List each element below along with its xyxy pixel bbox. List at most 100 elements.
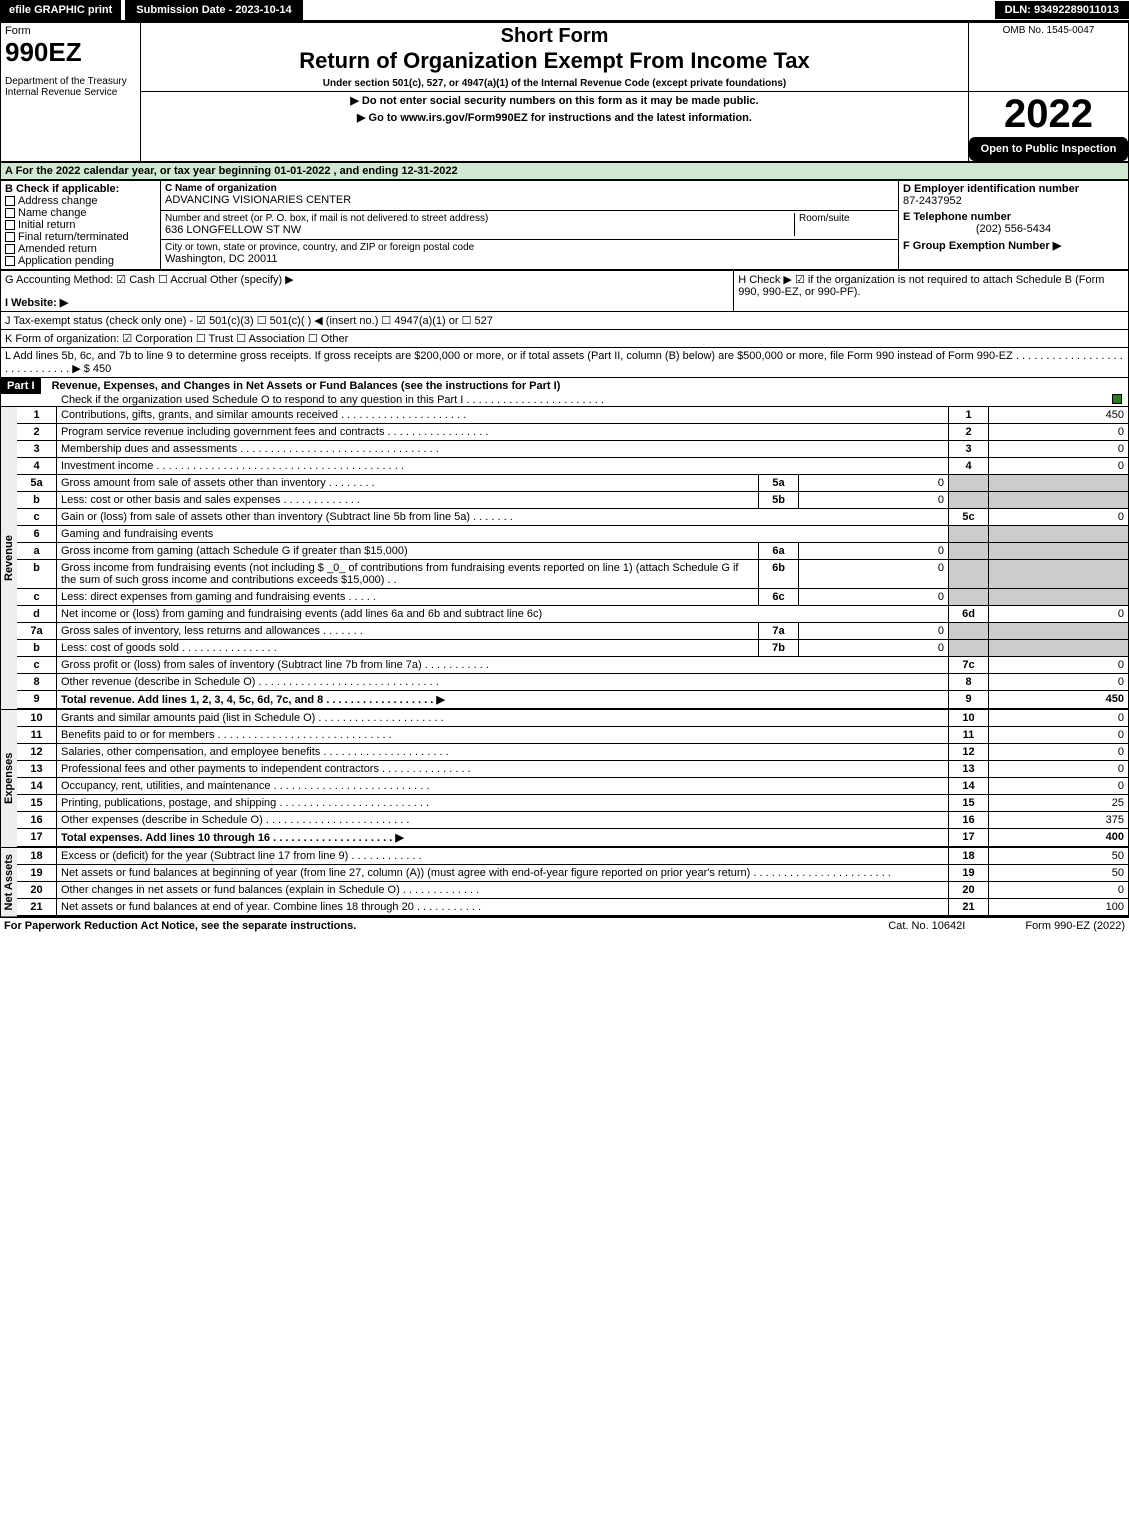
- line-number: 8: [17, 674, 57, 690]
- grey-numcol: [948, 475, 988, 491]
- goto-link[interactable]: ▶ Go to www.irs.gov/Form990EZ for instru…: [145, 111, 964, 124]
- part1-schedule-o-checkbox[interactable]: [1112, 394, 1122, 404]
- line-row-4: 4Investment income . . . . . . . . . . .…: [17, 458, 1128, 475]
- grey-numcol: [948, 623, 988, 639]
- line-row-c: cLess: direct expenses from gaming and f…: [17, 589, 1128, 606]
- line-number: 11: [17, 727, 57, 743]
- line-number: b: [17, 560, 57, 588]
- line-number: 20: [17, 882, 57, 898]
- line-row-2: 2Program service revenue including gover…: [17, 424, 1128, 441]
- line-desc: Investment income . . . . . . . . . . . …: [57, 458, 948, 474]
- result-value: 0: [988, 424, 1128, 440]
- result-value: 0: [988, 606, 1128, 622]
- line-desc: Gross income from fundraising events (no…: [57, 560, 758, 588]
- line-desc: Gross sales of inventory, less returns a…: [57, 623, 758, 639]
- header-mid-cell: Short Form Return of Organization Exempt…: [141, 23, 969, 92]
- check-initial-return[interactable]: Initial return: [5, 219, 156, 231]
- line-row-6: 6Gaming and fundraising events: [17, 526, 1128, 543]
- form-word: Form: [5, 25, 136, 37]
- line-row-5a: 5aGross amount from sale of assets other…: [17, 475, 1128, 492]
- org-name: ADVANCING VISIONARIES CENTER: [165, 194, 894, 206]
- line-desc: Program service revenue including govern…: [57, 424, 948, 440]
- result-col-number: 14: [948, 778, 988, 794]
- line-number: 12: [17, 744, 57, 760]
- line-desc: Less: direct expenses from gaming and fu…: [57, 589, 758, 605]
- line-row-18: 18Excess or (deficit) for the year (Subt…: [17, 848, 1128, 865]
- line-row-c: cGross profit or (loss) from sales of in…: [17, 657, 1128, 674]
- check-amended-return[interactable]: Amended return: [5, 243, 156, 255]
- grey-valcol: [988, 543, 1128, 559]
- line-desc: Gaming and fundraising events: [57, 526, 948, 542]
- room-label: Room/suite: [799, 213, 894, 224]
- line-number: 6: [17, 526, 57, 542]
- result-value: 25: [988, 795, 1128, 811]
- box-b-title: B Check if applicable:: [5, 183, 156, 195]
- result-col-number: 17: [948, 829, 988, 846]
- line-row-b: bLess: cost or other basis and sales exp…: [17, 492, 1128, 509]
- grey-numcol: [948, 640, 988, 656]
- subline-value: 0: [798, 589, 948, 605]
- line-desc: Salaries, other compensation, and employ…: [57, 744, 948, 760]
- subline-value: 0: [798, 560, 948, 588]
- line-number: 15: [17, 795, 57, 811]
- line-number: a: [17, 543, 57, 559]
- line-desc: Net assets or fund balances at beginning…: [57, 865, 948, 881]
- line-desc: Total revenue. Add lines 1, 2, 3, 4, 5c,…: [57, 691, 948, 708]
- footer-left: For Paperwork Reduction Act Notice, see …: [4, 920, 356, 932]
- expenses-side-label: Expenses: [1, 710, 17, 847]
- grey-numcol: [948, 492, 988, 508]
- line-desc: Less: cost of goods sold . . . . . . . .…: [57, 640, 758, 656]
- result-value: 0: [988, 674, 1128, 690]
- line-desc: Contributions, gifts, grants, and simila…: [57, 407, 948, 423]
- city-value: Washington, DC 20011: [165, 253, 894, 265]
- subline-number: 6b: [758, 560, 798, 588]
- line-g-cell: G Accounting Method: ☑ Cash ☐ Accrual Ot…: [1, 271, 734, 312]
- line-number: b: [17, 640, 57, 656]
- open-to-public-badge: Open to Public Inspection: [969, 137, 1128, 161]
- line-row-9: 9Total revenue. Add lines 1, 2, 3, 4, 5c…: [17, 691, 1128, 709]
- box-def-cell: D Employer identification number 87-2437…: [899, 181, 1129, 270]
- line-row-20: 20Other changes in net assets or fund ba…: [17, 882, 1128, 899]
- result-value: 0: [988, 727, 1128, 743]
- line-desc: Membership dues and assessments . . . . …: [57, 441, 948, 457]
- result-col-number: 10: [948, 710, 988, 726]
- subline-value: 0: [798, 640, 948, 656]
- form-number: 990EZ: [5, 37, 136, 68]
- subline-value: 0: [798, 475, 948, 491]
- line-number: 21: [17, 899, 57, 915]
- check-name-change[interactable]: Name change: [5, 207, 156, 219]
- line-row-13: 13Professional fees and other payments t…: [17, 761, 1128, 778]
- line-number: 13: [17, 761, 57, 777]
- lines-ghij-table: G Accounting Method: ☑ Cash ☐ Accrual Ot…: [0, 270, 1129, 378]
- opt-application-pending: Application pending: [18, 255, 114, 267]
- check-final-return[interactable]: Final return/terminated: [5, 231, 156, 243]
- omb-cell: OMB No. 1545-0047: [969, 23, 1129, 92]
- box-c-name-cell: C Name of organization ADVANCING VISIONA…: [161, 181, 899, 211]
- result-col-number: 12: [948, 744, 988, 760]
- efile-print-button[interactable]: efile GRAPHIC print: [0, 0, 121, 20]
- line-row-12: 12Salaries, other compensation, and empl…: [17, 744, 1128, 761]
- line-desc: Other revenue (describe in Schedule O) .…: [57, 674, 948, 690]
- subline-value: 0: [798, 543, 948, 559]
- check-address-change[interactable]: Address change: [5, 195, 156, 207]
- top-bar: efile GRAPHIC print Submission Date - 20…: [0, 0, 1129, 22]
- footer-row: For Paperwork Reduction Act Notice, see …: [0, 917, 1129, 934]
- revenue-side-label: Revenue: [1, 407, 17, 709]
- line-row-8: 8Other revenue (describe in Schedule O) …: [17, 674, 1128, 691]
- name-label: C Name of organization: [165, 183, 894, 194]
- line-desc: Net income or (loss) from gaming and fun…: [57, 606, 948, 622]
- opt-address-change: Address change: [18, 195, 98, 207]
- result-value: 100: [988, 899, 1128, 915]
- result-col-number: 5c: [948, 509, 988, 525]
- grey-valcol: [988, 560, 1128, 588]
- street-label: Number and street (or P. O. box, if mail…: [165, 213, 794, 224]
- dept-label: Department of the Treasury: [5, 76, 136, 87]
- opt-initial-return: Initial return: [18, 219, 75, 231]
- phone-value: (202) 556-5434: [903, 223, 1124, 235]
- result-value: 0: [988, 761, 1128, 777]
- line-desc: Grants and similar amounts paid (list in…: [57, 710, 948, 726]
- line-desc: Professional fees and other payments to …: [57, 761, 948, 777]
- check-application-pending[interactable]: Application pending: [5, 255, 156, 267]
- grey-numcol: [948, 560, 988, 588]
- line-row-11: 11Benefits paid to or for members . . . …: [17, 727, 1128, 744]
